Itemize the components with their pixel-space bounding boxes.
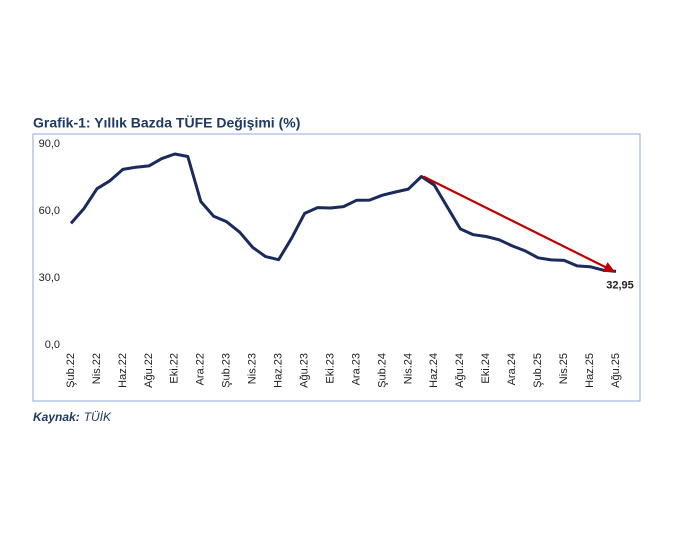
trend-arrow bbox=[422, 175, 615, 273]
y-tick-label: 0,0 bbox=[45, 339, 60, 351]
x-tick-label: Haz.25 bbox=[584, 353, 596, 388]
x-tick-label: Haz.24 bbox=[428, 353, 440, 388]
x-tick-label: Ağu.25 bbox=[610, 353, 622, 388]
line bbox=[69, 152, 617, 273]
x-tick-label: Şub.25 bbox=[532, 353, 544, 388]
x-tick-label: Nis.22 bbox=[91, 353, 103, 384]
y-tick-label: 60,0 bbox=[39, 205, 60, 217]
y-tick-label: 90,0 bbox=[39, 138, 60, 150]
x-tick-label: Şub.23 bbox=[221, 353, 233, 388]
x-tick-label: Eki.22 bbox=[169, 353, 181, 384]
x-tick-label: Nis.23 bbox=[247, 353, 259, 384]
source: Kaynak: TÜİK bbox=[33, 410, 112, 424]
source-text: TÜİK bbox=[84, 410, 112, 424]
x-tick-label: Ağu.23 bbox=[298, 353, 310, 388]
x-tick-label: Ara.23 bbox=[350, 353, 362, 385]
chart-title: Grafik-1: Yıllık Bazda TÜFE Değişimi (%) bbox=[33, 115, 300, 131]
value-label: 32,95 bbox=[606, 279, 634, 291]
x-tick-label: Ara.22 bbox=[195, 353, 207, 385]
plot-frame bbox=[32, 133, 641, 402]
x-tick-label: Şub.22 bbox=[65, 353, 77, 388]
y-tick-label: 30,0 bbox=[39, 272, 60, 284]
x-tick-label: Şub.24 bbox=[376, 353, 388, 388]
x-tick-label: Eki.24 bbox=[480, 353, 492, 384]
x-tick-label: Haz.23 bbox=[273, 353, 285, 388]
source-label: Kaynak: bbox=[33, 410, 80, 424]
x-tick-label: Haz.22 bbox=[117, 353, 129, 388]
x-tick-label: Ara.24 bbox=[506, 353, 518, 385]
x-tick-label: Nis.24 bbox=[402, 353, 414, 384]
x-tick-label: Eki.23 bbox=[324, 353, 336, 384]
x-tick-label: Nis.25 bbox=[558, 353, 570, 384]
x-tick-label: Ağu.24 bbox=[454, 353, 466, 388]
x-tick-label: Ağu.22 bbox=[143, 353, 155, 388]
